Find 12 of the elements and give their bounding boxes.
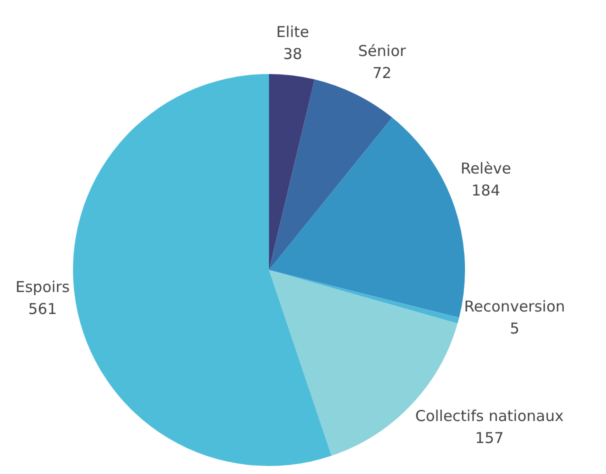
slice-label: Relève: [460, 159, 512, 178]
slice-label: Elite: [276, 22, 310, 41]
data-label: 5: [510, 320, 520, 338]
slice-label: Reconversion: [464, 298, 566, 316]
slice-label: Collectifs nationaux: [415, 406, 564, 425]
slice-label: Sénior: [358, 42, 407, 60]
data-label: 561: [28, 300, 57, 318]
data-label: 38: [283, 44, 302, 63]
data-label: 157: [475, 428, 504, 447]
slice-label: Espoirs: [16, 278, 70, 296]
data-label: 184: [471, 181, 500, 200]
data-label: 72: [372, 64, 392, 82]
